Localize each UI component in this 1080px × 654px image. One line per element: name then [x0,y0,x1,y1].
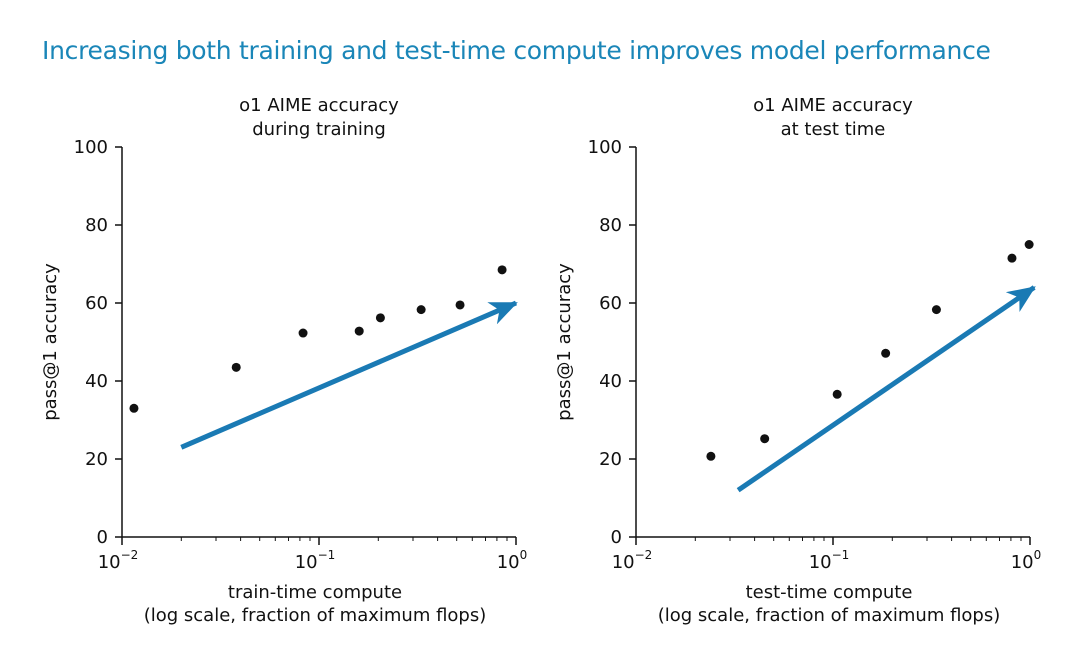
chart-title-line: o1 AIME accuracy [753,95,913,116]
page-headline: Increasing both training and test-time c… [42,36,991,65]
y-axis-label: pass@1 accuracy [554,263,575,421]
y-tick-label: 80 [599,215,622,236]
x-tick-base: 10 [809,552,832,573]
x-tick-exponent: −2 [121,548,139,562]
x-tick-label: 10−2 [612,548,653,573]
data-point [497,265,507,275]
data-point [416,305,426,315]
y-tick-label: 0 [611,527,622,548]
x-tick-label: 10−1 [295,548,336,573]
x-tick-exponent: 0 [1034,548,1042,562]
y-tick-label: 0 [97,527,108,548]
x-tick-label: 100 [497,548,528,573]
x-tick-base: 10 [497,552,520,573]
trend-arrow [736,285,1036,493]
x-tick-base: 10 [295,552,318,573]
chart-panel-training: o1 AIME accuracy during training 0 20 40 60 80… [40,95,527,626]
data-point [455,300,465,310]
x-tick-exponent: −2 [635,548,653,562]
data-point [760,434,770,444]
x-tick-label: 10−1 [809,548,850,573]
data-point [881,348,891,358]
data-point [706,451,716,461]
x-axis-label: train-time compute [228,582,402,603]
data-point [832,389,842,399]
x-tick-label: 100 [1011,548,1042,573]
x-tick-label: 10−2 [98,548,139,573]
y-tick-label: 100 [74,137,108,158]
chart-title-line: at test time [781,119,886,140]
data-point [931,305,941,315]
y-tick-label: 40 [599,371,622,392]
y-tick-label: 60 [599,293,622,314]
trend-arrow [180,300,518,450]
y-axis-label: pass@1 accuracy [40,263,61,421]
chart-title-line: during training [252,119,386,140]
y-tick-label: 20 [599,449,622,470]
x-tick-exponent: −1 [318,548,336,562]
y-tick-label: 40 [85,371,108,392]
chart-title-line: o1 AIME accuracy [239,95,399,116]
y-tick-label: 80 [85,215,108,236]
x-axis-label: (log scale, fraction of maximum flops) [658,605,1001,626]
x-tick-base: 10 [612,552,635,573]
data-point [354,326,364,336]
y-tick-label: 100 [588,137,622,158]
x-tick-base: 10 [98,552,121,573]
data-point [298,328,308,338]
data-point [375,313,385,323]
data-point [1007,253,1017,263]
x-tick-base: 10 [1011,552,1034,573]
x-axis-label: (log scale, fraction of maximum flops) [144,605,487,626]
y-tick-label: 60 [85,293,108,314]
y-tick-label: 20 [85,449,108,470]
data-point [231,362,241,372]
x-tick-exponent: 0 [520,548,528,562]
data-point [1024,240,1034,249]
data-point [129,403,139,413]
x-tick-exponent: −1 [832,548,850,562]
x-axis-label: test-time compute [746,582,913,603]
